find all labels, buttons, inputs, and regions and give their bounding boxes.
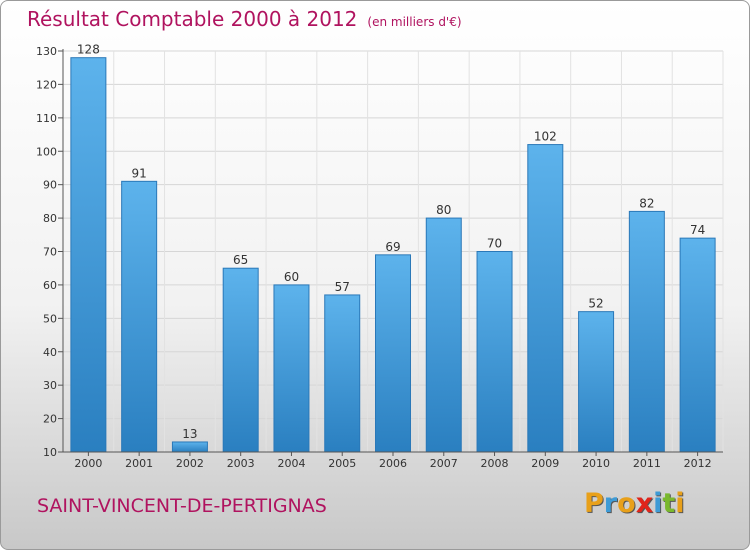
logo-letter: r	[603, 488, 618, 519]
bar	[578, 311, 615, 453]
y-tick-label: 10	[43, 446, 57, 459]
logo-letter: o	[617, 488, 636, 519]
bar-value-label: 91	[132, 166, 147, 180]
bar-value-label: 70	[487, 237, 502, 251]
logo-letter: i	[653, 488, 663, 519]
bar-value-label: 57	[335, 280, 350, 294]
bar	[121, 180, 158, 453]
bar-value-label: 74	[690, 223, 705, 237]
bar-value-label: 69	[385, 240, 400, 254]
bar-value-label: 60	[284, 270, 299, 284]
y-tick-label: 50	[43, 312, 57, 325]
x-tick-label: 2008	[481, 457, 509, 470]
y-tick-label: 20	[43, 413, 57, 426]
logo-letter: P	[584, 488, 604, 519]
bar-value-label: 128	[77, 43, 100, 57]
bar	[425, 217, 462, 453]
x-tick-label: 2003	[227, 457, 255, 470]
y-tick-label: 130	[36, 45, 57, 58]
x-tick-label: 2009	[531, 457, 559, 470]
x-tick-label: 2000	[74, 457, 102, 470]
y-tick-label: 120	[36, 78, 57, 91]
title-unit: (en milliers d'€)	[367, 15, 462, 29]
x-tick-label: 2007	[430, 457, 458, 470]
x-tick-label: 2001	[125, 457, 153, 470]
bar	[476, 251, 513, 453]
x-tick-label: 2011	[633, 457, 661, 470]
bar-value-label: 102	[534, 130, 557, 144]
bar	[273, 284, 310, 453]
bar-value-label: 80	[436, 203, 451, 217]
y-tick-label: 80	[43, 212, 57, 225]
bar-value-label: 65	[233, 253, 248, 267]
bar	[375, 254, 411, 453]
title-text: Résultat Comptable 2000 à 2012	[27, 7, 358, 31]
chart-title: Résultat Comptable 2000 à 2012 (en millie…	[27, 7, 462, 31]
y-tick-label: 70	[43, 246, 57, 259]
bar-value-label: 13	[182, 427, 197, 441]
bar	[70, 57, 107, 453]
x-tick-label: 2012	[684, 457, 712, 470]
x-tick-label: 2010	[582, 457, 610, 470]
logo-letter: t	[662, 488, 676, 519]
bar-value-label: 82	[639, 196, 654, 210]
bar	[679, 237, 716, 453]
bar	[324, 294, 361, 453]
x-tick-label: 2002	[176, 457, 204, 470]
x-tick-label: 2005	[328, 457, 356, 470]
x-tick-label: 2006	[379, 457, 407, 470]
x-tick-label: 2004	[277, 457, 305, 470]
y-tick-label: 40	[43, 346, 57, 359]
logo-letter: x	[635, 488, 654, 519]
bar-value-label: 52	[588, 297, 603, 311]
bar	[527, 144, 564, 453]
proxiti-logo: Proxiti	[584, 488, 685, 519]
y-tick-label: 60	[43, 279, 57, 292]
y-tick-label: 100	[36, 145, 57, 158]
bar	[171, 441, 208, 453]
location-name: SAINT-VINCENT-DE-PERTIGNAS	[37, 495, 327, 517]
y-tick-label: 30	[43, 379, 57, 392]
logo-letter: i	[675, 488, 685, 519]
y-tick-label: 110	[36, 112, 57, 125]
bar	[222, 267, 259, 453]
y-tick-label: 90	[43, 179, 57, 192]
bar	[628, 210, 665, 453]
